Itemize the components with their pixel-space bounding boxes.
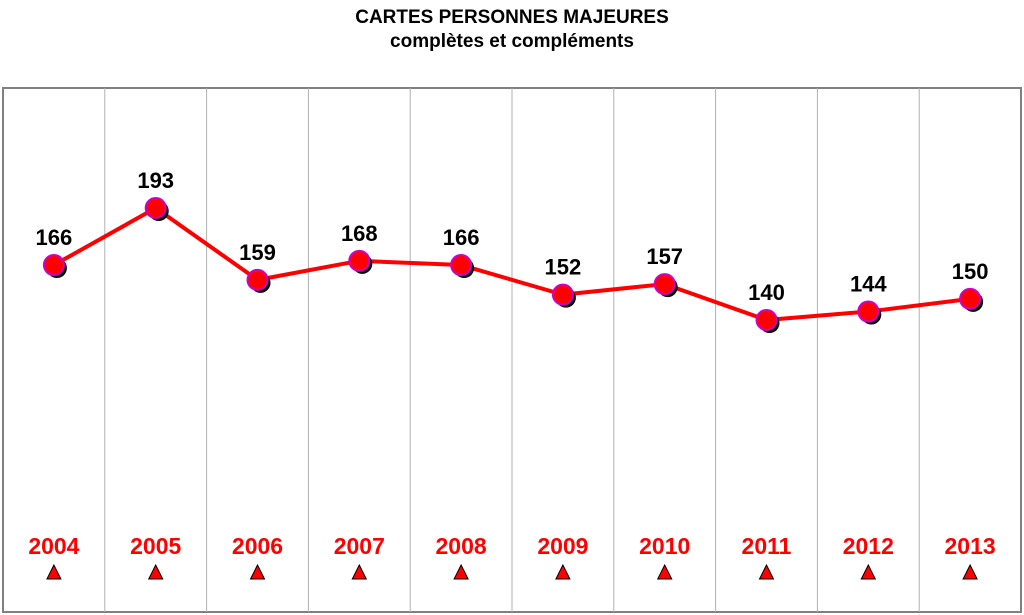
data-label: 150 [952,259,989,284]
x-tick-label: 2009 [537,533,588,559]
x-tick-label: 2013 [945,533,996,559]
data-point [857,300,880,323]
triangle-up-icon [860,563,877,580]
triangle-up-icon [962,563,978,580]
data-point [653,273,676,296]
data-label: 152 [545,255,582,280]
triangle-up-icon [656,563,673,580]
triangle-up-icon [453,563,469,580]
data-label: 157 [646,244,683,269]
data-point [959,287,982,310]
data-label: 166 [443,225,480,250]
x-tick-label: 2008 [436,533,487,559]
triangle-up-icon [351,563,368,580]
data-label: 140 [748,280,785,305]
chart-title: CARTES PERSONNES MAJEURES [355,7,669,28]
data-point [551,283,574,306]
series-line [52,206,971,322]
x-tick-label: 2007 [334,533,385,559]
chart-subtitle: complètes et compléments [390,31,634,52]
x-tick-label: 2004 [28,533,79,559]
data-point [755,309,778,331]
triangle-up-icon [555,563,571,580]
data-label: 144 [850,272,887,297]
x-tick-label: 2010 [639,533,690,559]
x-tick-label: 2006 [232,533,283,559]
triangle-up-icon [249,563,266,580]
chart-title-block: CARTES PERSONNES MAJEURES complètes et c… [0,6,1024,54]
triangle-up-icon [758,563,775,580]
data-point [42,254,65,277]
data-point [246,268,269,291]
data-point [144,197,167,219]
data-point [450,254,473,277]
data-label: 159 [239,240,276,265]
data-point [348,249,371,272]
data-label: 166 [36,225,73,250]
triangle-up-icon [46,563,62,580]
data-label: 168 [341,221,378,246]
x-tick-label: 2011 [742,533,792,559]
x-tick-label: 2012 [843,533,894,559]
x-tick-label: 2005 [130,533,181,559]
triangle-up-icon [147,563,164,580]
data-label: 193 [137,168,174,193]
